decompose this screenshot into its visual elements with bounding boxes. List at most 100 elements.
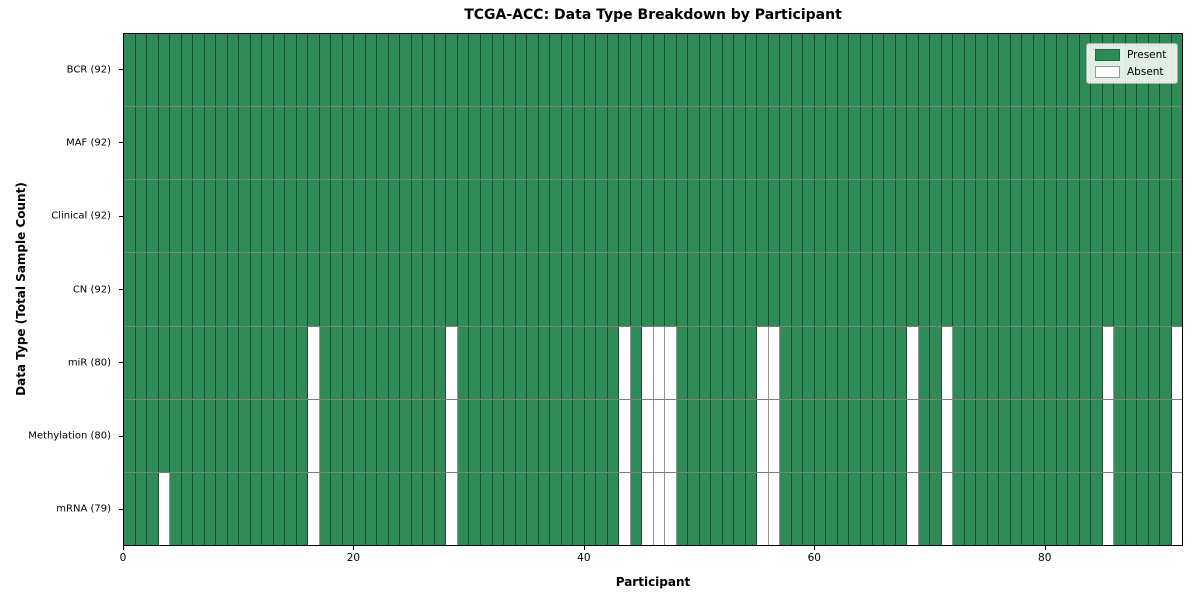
matrix-cell [400,180,412,253]
matrix-cell [273,180,286,253]
matrix-cell [619,399,631,472]
matrix-cell [204,107,217,180]
matrix-cell [515,180,528,253]
matrix-cell [768,472,781,545]
matrix-cell [538,472,551,545]
matrix-cell [1056,326,1069,399]
matrix-cell [1010,472,1023,545]
matrix-cell [976,399,988,472]
matrix-cell [124,253,136,326]
matrix-cell [181,253,194,326]
matrix-cell [999,253,1011,326]
matrix-cell [791,472,804,545]
matrix-cell [837,253,850,326]
matrix-cell [953,107,965,180]
matrix-cell [181,180,194,253]
matrix-cell [596,107,608,180]
matrix-cell [285,399,297,472]
matrix-cell [262,180,274,253]
matrix-cell [826,399,838,472]
matrix-cell [400,253,412,326]
matrix-cell [273,34,286,107]
matrix-cell [423,107,435,180]
matrix-cell [1137,180,1149,253]
matrix-cell [561,34,574,107]
matrix-cell [1045,326,1057,399]
matrix-cell [504,253,516,326]
matrix-cell [354,326,366,399]
matrix-cell [999,326,1011,399]
matrix-cell [388,399,401,472]
matrix-cell [676,326,689,399]
matrix-cell [296,180,309,253]
matrix-cell [722,180,735,253]
matrix-cell [688,326,700,399]
matrix-cell [1160,107,1172,180]
matrix-cell [480,34,493,107]
matrix-cell [308,107,320,180]
matrix-cell [239,399,251,472]
matrix-cell [596,180,608,253]
matrix-cell [619,34,631,107]
matrix-cell [480,180,493,253]
matrix-cell [434,399,447,472]
matrix-cell [193,399,205,472]
matrix-cell [377,180,389,253]
matrix-cell [653,253,666,326]
matrix-cell [296,253,309,326]
matrix-cell [930,326,942,399]
matrix-cell [377,253,389,326]
matrix-cell [607,399,620,472]
matrix-cell [170,326,182,399]
matrix-cell [285,180,297,253]
matrix-cell [1033,180,1046,253]
y-tick-mark [119,508,123,510]
matrix-cell [1148,107,1161,180]
matrix-cell [262,253,274,326]
matrix-cell [837,399,850,472]
matrix-cell [354,180,366,253]
matrix-cell [457,107,470,180]
matrix-cell [688,253,700,326]
matrix-cell [181,107,194,180]
matrix-cell [1022,472,1034,545]
matrix-cell [1160,399,1172,472]
matrix-cell [538,34,551,107]
matrix-cell [814,107,827,180]
matrix-cell [745,34,758,107]
matrix-cell [665,399,677,472]
matrix-cell [780,399,792,472]
matrix-cell [745,399,758,472]
matrix-cell [722,472,735,545]
matrix-cell [561,180,574,253]
matrix-cell [826,180,838,253]
matrix-cell [158,180,171,253]
matrix-cell [354,399,366,472]
matrix-cell [1022,34,1034,107]
matrix-cell [596,326,608,399]
matrix-cell [665,472,677,545]
matrix-cell [331,326,343,399]
matrix-cell [734,253,746,326]
legend-absent-label: Absent [1127,65,1164,78]
x-tick-mark [583,546,585,550]
x-tick-label: 60 [807,552,821,564]
matrix-cell [780,472,792,545]
matrix-cell [745,472,758,545]
matrix-cell [1010,253,1023,326]
matrix-cell [308,180,320,253]
matrix-cell [411,399,424,472]
matrix-cell [342,472,355,545]
matrix-cell [780,34,792,107]
matrix-cell [308,326,320,399]
matrix-cell [918,34,931,107]
matrix-cell [953,399,965,472]
matrix-cell [849,107,861,180]
matrix-cell [504,472,516,545]
matrix-cell [653,107,666,180]
matrix-cell [1010,399,1023,472]
matrix-cell [699,472,712,545]
matrix-cell [653,399,666,472]
matrix-cell [941,326,954,399]
matrix-cell [1160,253,1172,326]
